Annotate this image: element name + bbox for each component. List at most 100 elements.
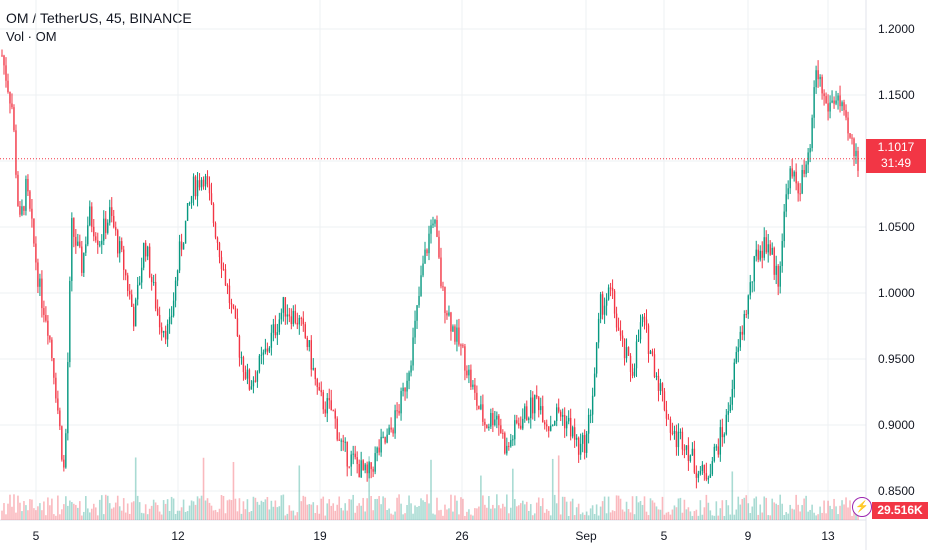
volume-bar [352, 494, 354, 520]
candle-body [797, 183, 799, 194]
candle-body [266, 348, 269, 352]
volume-bar [286, 513, 289, 520]
candle-body [29, 191, 31, 209]
volume-bar [77, 507, 79, 520]
candle-body [87, 225, 89, 245]
volume-bar [39, 503, 41, 520]
volume-bar [723, 515, 726, 520]
volume-bar [160, 514, 163, 520]
volume-bar [555, 503, 558, 520]
candle-body [89, 206, 91, 226]
volume-bar [368, 456, 370, 520]
volume-bar [432, 513, 434, 520]
volume-bar [659, 509, 662, 520]
volume-bar [240, 513, 243, 520]
candle-body [657, 375, 660, 391]
volume-bar [342, 510, 345, 520]
candle-body [599, 294, 602, 319]
volume-bar [308, 504, 311, 520]
candle-body [168, 317, 171, 325]
volume-bar [835, 506, 837, 520]
candle-body [77, 241, 79, 246]
volume-bar [436, 497, 438, 520]
volume-bar [256, 501, 259, 520]
candle-body [268, 347, 271, 352]
volume-bar [150, 505, 153, 520]
candle-body [526, 406, 528, 420]
volume-bar [765, 497, 768, 520]
volume-bar [691, 515, 694, 520]
candle-body [627, 347, 630, 356]
candle-body [735, 352, 737, 363]
candle-body [95, 236, 97, 241]
volume-bar [282, 494, 285, 520]
candle-body [160, 327, 163, 333]
volume-bar [314, 512, 317, 520]
candle-body [731, 388, 733, 405]
volume-bar [142, 513, 145, 520]
volume-bar [705, 494, 708, 520]
candle-body [504, 433, 506, 454]
candle-body [757, 249, 759, 260]
volume-bar [799, 511, 801, 520]
volume-bar [500, 508, 502, 520]
volume-bar [468, 509, 470, 520]
candle-body [488, 426, 490, 429]
candle-body [144, 242, 147, 257]
volume-bar [711, 515, 714, 520]
volume-bar [33, 508, 35, 520]
candle-body [109, 207, 111, 223]
volume-bar [843, 504, 845, 520]
candle-body [250, 386, 253, 390]
volume-bar [749, 513, 752, 520]
candle-body [558, 407, 560, 412]
candle-body [709, 474, 712, 478]
candle-body [105, 218, 107, 233]
lightning-icon[interactable]: ⚡ [852, 497, 872, 517]
candle-body [364, 464, 366, 471]
candle-body [490, 413, 492, 427]
candle-body [589, 414, 592, 416]
candle-body [372, 469, 374, 472]
candle-body [454, 326, 456, 342]
bar-countdown: 31:49 [880, 156, 912, 170]
volume-bar [408, 495, 410, 520]
candle-body [699, 470, 702, 474]
volume-bar [663, 514, 666, 520]
candle-body [663, 391, 666, 410]
candle-body [603, 305, 606, 315]
volume-bar [366, 498, 368, 520]
x-tick-label: 12 [171, 529, 185, 543]
candle-body [456, 327, 458, 342]
candle-body [707, 477, 710, 480]
volume-bar [693, 511, 696, 520]
candle-body [749, 282, 751, 296]
candle-body [466, 370, 468, 376]
volume-bar [452, 511, 454, 520]
volume-bar [158, 511, 161, 520]
candle-body [518, 423, 520, 426]
volume-bar [841, 500, 843, 520]
volume-bar [466, 511, 468, 520]
volume-bar [789, 504, 791, 520]
volume-bar [300, 501, 303, 520]
candle-body [741, 331, 743, 335]
candle-body [170, 315, 173, 318]
volume-bar [671, 509, 674, 520]
volume-bar [182, 499, 185, 520]
candle-body [498, 415, 500, 426]
candle-body [85, 244, 87, 253]
volume-bar [725, 500, 728, 520]
volume-bar [416, 506, 418, 520]
volume-bar [184, 511, 187, 520]
volume-bar [755, 496, 758, 520]
volume-bar [318, 513, 321, 520]
candle-body [474, 384, 476, 393]
candle-body [510, 440, 512, 447]
volume-bar [531, 515, 534, 520]
candle-body [579, 443, 582, 455]
volume-bar [490, 508, 492, 520]
candle-body [528, 418, 530, 420]
volume-bar [328, 499, 331, 520]
